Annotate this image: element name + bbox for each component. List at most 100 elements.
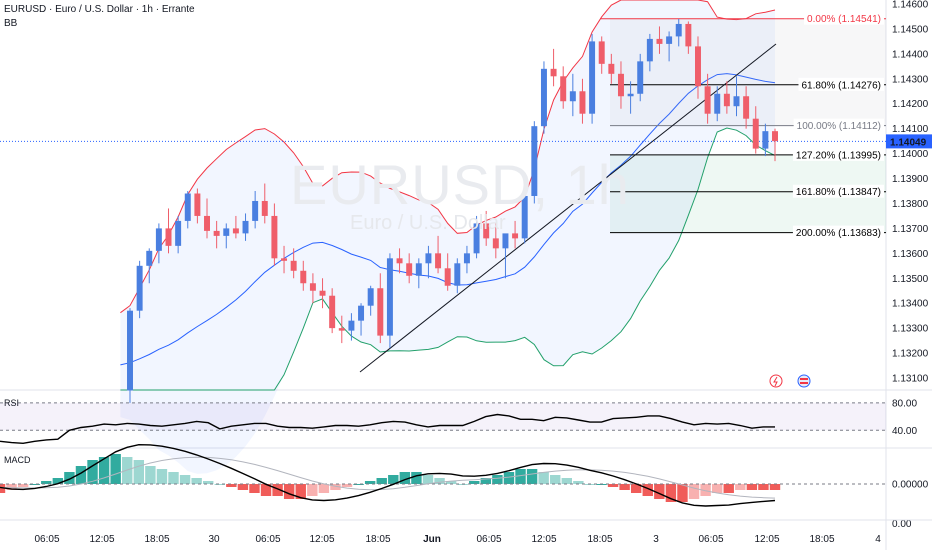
time-tick-label: 12:05	[309, 534, 334, 545]
candle-body	[589, 41, 596, 114]
price-tick-label: 1.13600	[892, 249, 929, 260]
fib-label: 200.00% (1.13683)	[796, 228, 881, 239]
candle-body	[358, 305, 365, 321]
macd-histogram-bar	[445, 481, 457, 484]
time-tick-label: 12:05	[754, 534, 779, 545]
time-tick-label: 18:05	[809, 534, 834, 545]
macd-histogram-bar	[260, 484, 272, 496]
macd-histogram-bar	[341, 484, 353, 487]
macd-histogram-bar	[364, 481, 376, 484]
macd-signal-line	[0, 456, 776, 499]
time-tick-label: 06:05	[476, 534, 501, 545]
macd-histogram-bar	[156, 469, 168, 484]
time-tick-label: 18:05	[587, 534, 612, 545]
fib-label: 0.00% (1.14541)	[807, 14, 881, 25]
candle-body	[223, 228, 230, 236]
macd-histogram-bar	[64, 472, 75, 484]
fib-label-bg	[792, 184, 884, 198]
candle-body	[762, 131, 769, 149]
macd-histogram-bar	[573, 481, 584, 484]
candle-body	[646, 38, 653, 62]
macd-histogram-bar	[330, 484, 341, 490]
candle-body	[772, 131, 778, 142]
price-tick-label: 1.13100	[892, 374, 929, 385]
macd-line	[0, 443, 776, 507]
candle-body	[127, 310, 133, 391]
macd-histogram-bar	[41, 481, 52, 484]
candle-body	[415, 263, 422, 276]
macd-histogram-bar	[399, 472, 411, 484]
candle-body	[675, 23, 682, 37]
us-flag-event-icon	[797, 374, 811, 388]
rsi-tick-label: 80.00	[892, 398, 917, 409]
macd-histogram-bar	[6, 484, 17, 490]
candle-body	[714, 93, 721, 114]
macd-histogram-bar	[561, 478, 572, 484]
macd-histogram-bar	[526, 469, 538, 484]
candle-body	[569, 91, 576, 102]
fib-label: 61.80% (1.14276)	[801, 80, 881, 91]
macd-histogram-bar	[434, 478, 445, 484]
macd-histogram-bar	[758, 484, 769, 490]
price-tick-label: 1.13500	[892, 274, 929, 285]
price-tick-label: 1.14000	[892, 149, 929, 160]
candle-body	[242, 220, 249, 234]
time-tick-label: 06:05	[698, 534, 723, 545]
candle-body	[531, 126, 538, 196]
fib-label-bg	[804, 11, 884, 25]
flag-stripe-icon	[800, 378, 808, 380]
macd-histogram-bar	[607, 484, 619, 487]
time-tick-label: 30	[208, 534, 220, 545]
price-tick-label: 1.13800	[892, 199, 929, 210]
macd-histogram-bar	[550, 475, 561, 484]
price-tick-label: 1.14300	[892, 74, 929, 85]
macd-histogram-bar	[422, 475, 434, 484]
candle-body	[232, 228, 239, 234]
fib-label-bg	[793, 118, 884, 132]
macd-histogram-bar	[226, 484, 237, 487]
time-tick-label: 3	[653, 534, 659, 545]
candle-body	[252, 200, 259, 221]
time-tick-label: Jun	[423, 534, 441, 545]
candle-body	[290, 260, 297, 271]
macd-histogram-bar	[179, 475, 191, 484]
indicator-label-bb: BB	[4, 18, 18, 29]
candle-body	[598, 41, 605, 64]
macd-tick-label: 0.00	[892, 519, 912, 530]
candle-body	[512, 233, 519, 239]
macd-histogram-bar	[503, 472, 515, 484]
price-tick-label: 1.13300	[892, 324, 929, 335]
fib-label-bg	[798, 77, 884, 91]
price-tick-label: 1.14200	[892, 99, 929, 110]
candle-body	[281, 258, 288, 261]
time-tick-label: 12:05	[89, 534, 114, 545]
time-tick-label: 18:05	[365, 534, 390, 545]
macd-histogram-bar	[214, 484, 225, 485]
candle-body	[743, 96, 750, 119]
macd-histogram-bar	[480, 478, 492, 484]
candle-body	[560, 76, 567, 102]
macd-histogram-bar	[642, 484, 653, 496]
flag-stripe-icon	[800, 382, 808, 384]
candle-body	[396, 258, 403, 264]
price-tick-label: 1.13700	[892, 224, 929, 235]
candle-body	[483, 223, 490, 239]
price-tick-label: 1.13200	[892, 349, 929, 360]
time-tick-label: 4	[875, 534, 881, 545]
candle-body	[704, 86, 711, 114]
candle-body	[579, 91, 586, 114]
macd-histogram-bar	[29, 484, 40, 485]
macd-histogram-bar	[723, 484, 734, 493]
macd-histogram-bar	[769, 484, 781, 490]
macd-histogram-bar	[145, 466, 156, 484]
macd-histogram-bar	[665, 484, 677, 502]
candle-body	[685, 23, 692, 47]
candle-body	[463, 253, 470, 264]
fib-label: 127.20% (1.13995)	[796, 150, 881, 161]
lightning-event-icon	[769, 374, 783, 388]
candle-body	[136, 265, 143, 311]
candle-body	[521, 195, 528, 239]
candle-body	[175, 220, 182, 246]
candle-body	[338, 328, 345, 331]
